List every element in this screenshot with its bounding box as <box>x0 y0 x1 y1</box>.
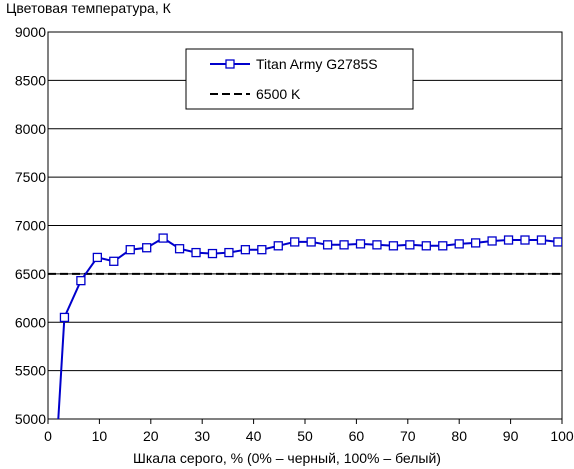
x-tick-label: 100 <box>550 428 574 444</box>
y-tick-label: 7000 <box>15 218 46 234</box>
data-point <box>553 237 562 247</box>
data-point <box>158 233 168 243</box>
legend: Titan Army G2785S 6500 K <box>185 48 414 110</box>
plot-area <box>48 233 562 419</box>
data-point <box>207 248 218 259</box>
legend-label-titan-army: Titan Army G2785S <box>256 56 378 72</box>
y-tick-label: 8000 <box>15 121 46 137</box>
data-point <box>224 247 234 258</box>
data-point <box>339 240 349 250</box>
x-tick-label: 0 <box>44 428 52 444</box>
y-tick-label: 5500 <box>15 363 46 379</box>
data-point <box>76 275 86 286</box>
data-point <box>405 240 415 250</box>
x-tick-label: 80 <box>451 428 467 444</box>
y-tick-label: 6000 <box>15 314 46 330</box>
x-tick-label: 70 <box>400 428 416 444</box>
data-point <box>438 241 448 251</box>
data-point <box>174 244 185 254</box>
x-tick-label: 30 <box>194 428 210 444</box>
data-point <box>355 239 366 249</box>
data-point <box>109 256 119 266</box>
data-point <box>240 245 251 255</box>
x-tick-label: 60 <box>349 428 365 444</box>
x-tick-label: 20 <box>143 428 159 444</box>
data-point <box>388 241 399 251</box>
data-point <box>520 235 530 245</box>
x-axis-title: Шкала серого, % (0% – черный, 100% – бел… <box>133 450 441 466</box>
data-point <box>454 239 464 249</box>
x-tick-label: 50 <box>297 428 313 444</box>
legend-swatch-marker <box>225 59 235 69</box>
y-tick-label: 5000 <box>15 411 46 427</box>
data-point <box>536 235 547 245</box>
data-point <box>290 237 300 247</box>
y-tick-label: 8500 <box>15 72 46 88</box>
data-point <box>503 235 514 245</box>
legend-box <box>185 48 414 110</box>
y-tick-label: 7500 <box>15 169 46 185</box>
x-tick-label: 10 <box>92 428 108 444</box>
y-axis-title: Цветовая температура, К <box>6 0 171 16</box>
legend-label-6500k: 6500 K <box>256 86 301 102</box>
x-tick-label: 40 <box>246 428 262 444</box>
data-point <box>125 245 135 255</box>
series-line-titan-army <box>57 236 559 419</box>
x-tick-label: 90 <box>503 428 519 444</box>
data-point <box>59 312 70 323</box>
y-tick-label: 6500 <box>15 266 46 282</box>
data-point <box>273 241 283 251</box>
data-point <box>372 240 382 250</box>
data-point <box>322 240 333 250</box>
data-point <box>487 236 497 246</box>
data-point <box>257 245 267 255</box>
data-point <box>470 238 481 248</box>
data-point <box>421 241 431 251</box>
data-point <box>92 252 102 263</box>
y-tick-label: 9000 <box>15 24 46 40</box>
data-point <box>306 237 316 247</box>
data-point <box>142 243 152 253</box>
data-point <box>191 247 201 258</box>
